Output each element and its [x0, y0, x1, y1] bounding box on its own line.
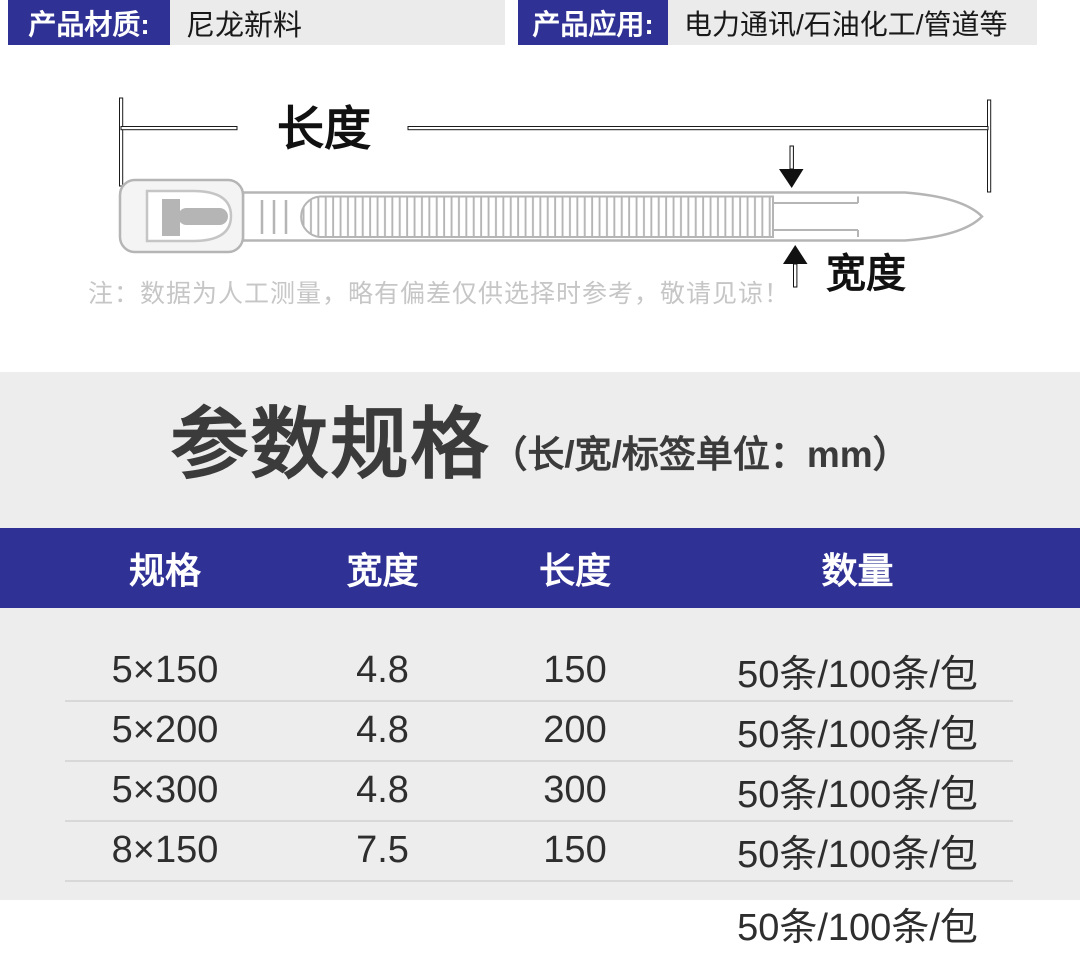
measurement-note: 注：数据为人工测量，略有偏差仅供选择时参考，敬请见谅！ [88, 280, 791, 308]
length-label: 长度 [277, 102, 371, 155]
cell-spec: 8×150 [111, 828, 219, 871]
spec-table-header: 规格 宽度 长度 数量 [0, 528, 1080, 608]
width-arrow-down-icon [779, 145, 804, 188]
row-divider [65, 700, 1013, 702]
row-divider [65, 820, 1013, 822]
cell-spec: 5×150 [111, 648, 219, 691]
cell-length: 300 [543, 768, 607, 811]
material-value: 尼龙新料 [170, 0, 505, 45]
cable-tie-diagram: 长度 宽度 [118, 97, 992, 296]
cell-length: 200 [543, 708, 607, 751]
table-row: 5×150 4.8 150 50条/100条/包 [0, 640, 1080, 700]
spec-heading: 参数规格 （长/宽/标签单位：mm） [0, 405, 1080, 483]
header-width: 宽度 [346, 550, 419, 591]
cell-length: 150 [543, 648, 607, 691]
table-row: 8×150 7.5 150 50条/100条/包 [0, 820, 1080, 880]
cell-length: 150 [543, 828, 607, 871]
cable-tie-drawing [118, 178, 984, 254]
spec-subtitle: （长/宽/标签单位：mm） [490, 434, 910, 475]
length-dimension-line [119, 97, 992, 193]
application-value: 电力通讯/石油化工/管道等 [668, 0, 1037, 45]
spec-section: 参数规格 （长/宽/标签单位：mm） 规格 宽度 长度 数量 5×150 4.8… [0, 372, 1080, 949]
table-row: 5×300 4.8 300 50条/100条/包 [0, 760, 1080, 820]
width-arrow-up-icon [783, 245, 808, 288]
cell-quantity: 50条/100条/包 [737, 773, 978, 816]
cell-width: 4.8 [356, 708, 409, 751]
header-quantity: 数量 [821, 550, 894, 591]
cell-width: 4.8 [356, 648, 409, 691]
cell-spec: 5×300 [111, 768, 219, 811]
spec-title: 参数规格 [170, 400, 491, 488]
cell-spec: 5×200 [111, 708, 219, 751]
cell-width: 7.5 [356, 828, 409, 871]
material-label-badge: 产品材质: [8, 0, 170, 45]
header-length: 长度 [538, 550, 611, 591]
row-divider [65, 880, 1013, 882]
cell-width: 4.8 [356, 768, 409, 811]
cell-quantity: 50条/100条/包 [737, 906, 978, 949]
cell-quantity: 50条/100条/包 [737, 713, 978, 756]
width-label: 宽度 [826, 252, 906, 296]
cell-quantity: 50条/100条/包 [737, 653, 978, 696]
cell-quantity: 50条/100条/包 [737, 833, 978, 876]
header-spec: 规格 [128, 550, 201, 591]
table-row: 5×200 4.8 200 50条/100条/包 [0, 700, 1080, 760]
application-label-badge: 产品应用: [518, 0, 668, 45]
row-divider [65, 760, 1013, 762]
table-row-partial: 50条/100条/包 [0, 893, 1080, 953]
